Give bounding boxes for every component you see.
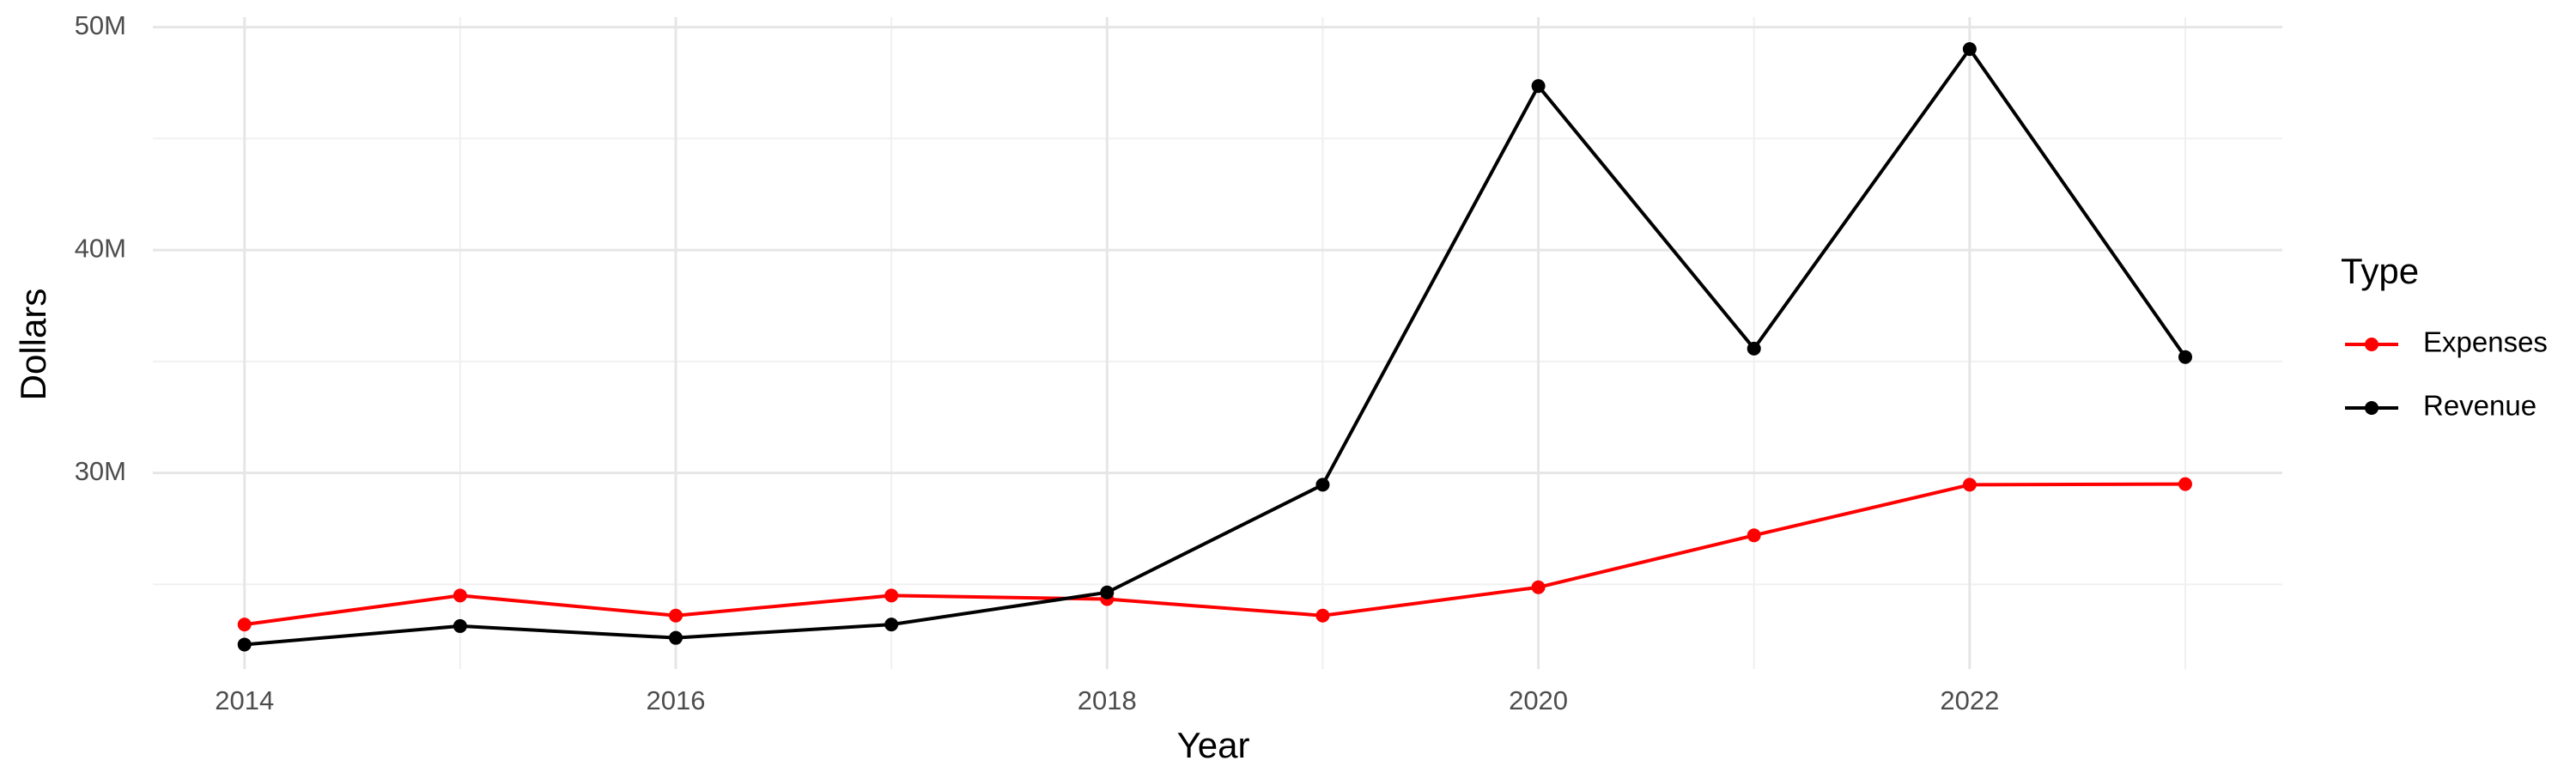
legend-key-point (2365, 401, 2379, 415)
series-line (244, 482, 2185, 627)
data-point (1315, 608, 1330, 623)
data-point (2178, 477, 2192, 491)
x-tick-label: 2014 (215, 685, 274, 715)
x-tick-label: 2020 (1509, 685, 1568, 715)
data-point (237, 637, 252, 652)
data-point (1100, 585, 1115, 600)
data-point (237, 618, 252, 632)
data-point (884, 618, 899, 632)
data-point (884, 588, 899, 603)
data-point (1962, 42, 1977, 57)
data-point (1315, 478, 1330, 492)
data-point (669, 630, 683, 645)
data-point (1747, 528, 1761, 543)
data-point (1531, 79, 1546, 94)
legend-title: Type (2341, 251, 2419, 291)
y-axis-title: Dollars (13, 289, 53, 401)
data-point (1531, 580, 1546, 594)
y-tick-label: 40M (75, 233, 126, 263)
x-axis-title: Year (1177, 725, 1250, 765)
legend-label: Revenue (2423, 390, 2537, 422)
data-point (1747, 341, 1761, 356)
x-tick-label: 2016 (647, 685, 706, 715)
x-tick-label: 2022 (1940, 685, 1999, 715)
legend-label: Expenses (2423, 326, 2548, 358)
y-tick-label: 50M (75, 10, 126, 40)
x-tick-label: 2018 (1078, 685, 1137, 715)
data-point (2178, 350, 2192, 364)
data-point (453, 588, 467, 603)
legend-key-point (2365, 338, 2379, 351)
data-point (453, 618, 467, 633)
data-point (669, 608, 683, 623)
series-line (244, 46, 2187, 647)
y-tick-label: 30M (75, 456, 126, 486)
data-point (1962, 478, 1977, 492)
